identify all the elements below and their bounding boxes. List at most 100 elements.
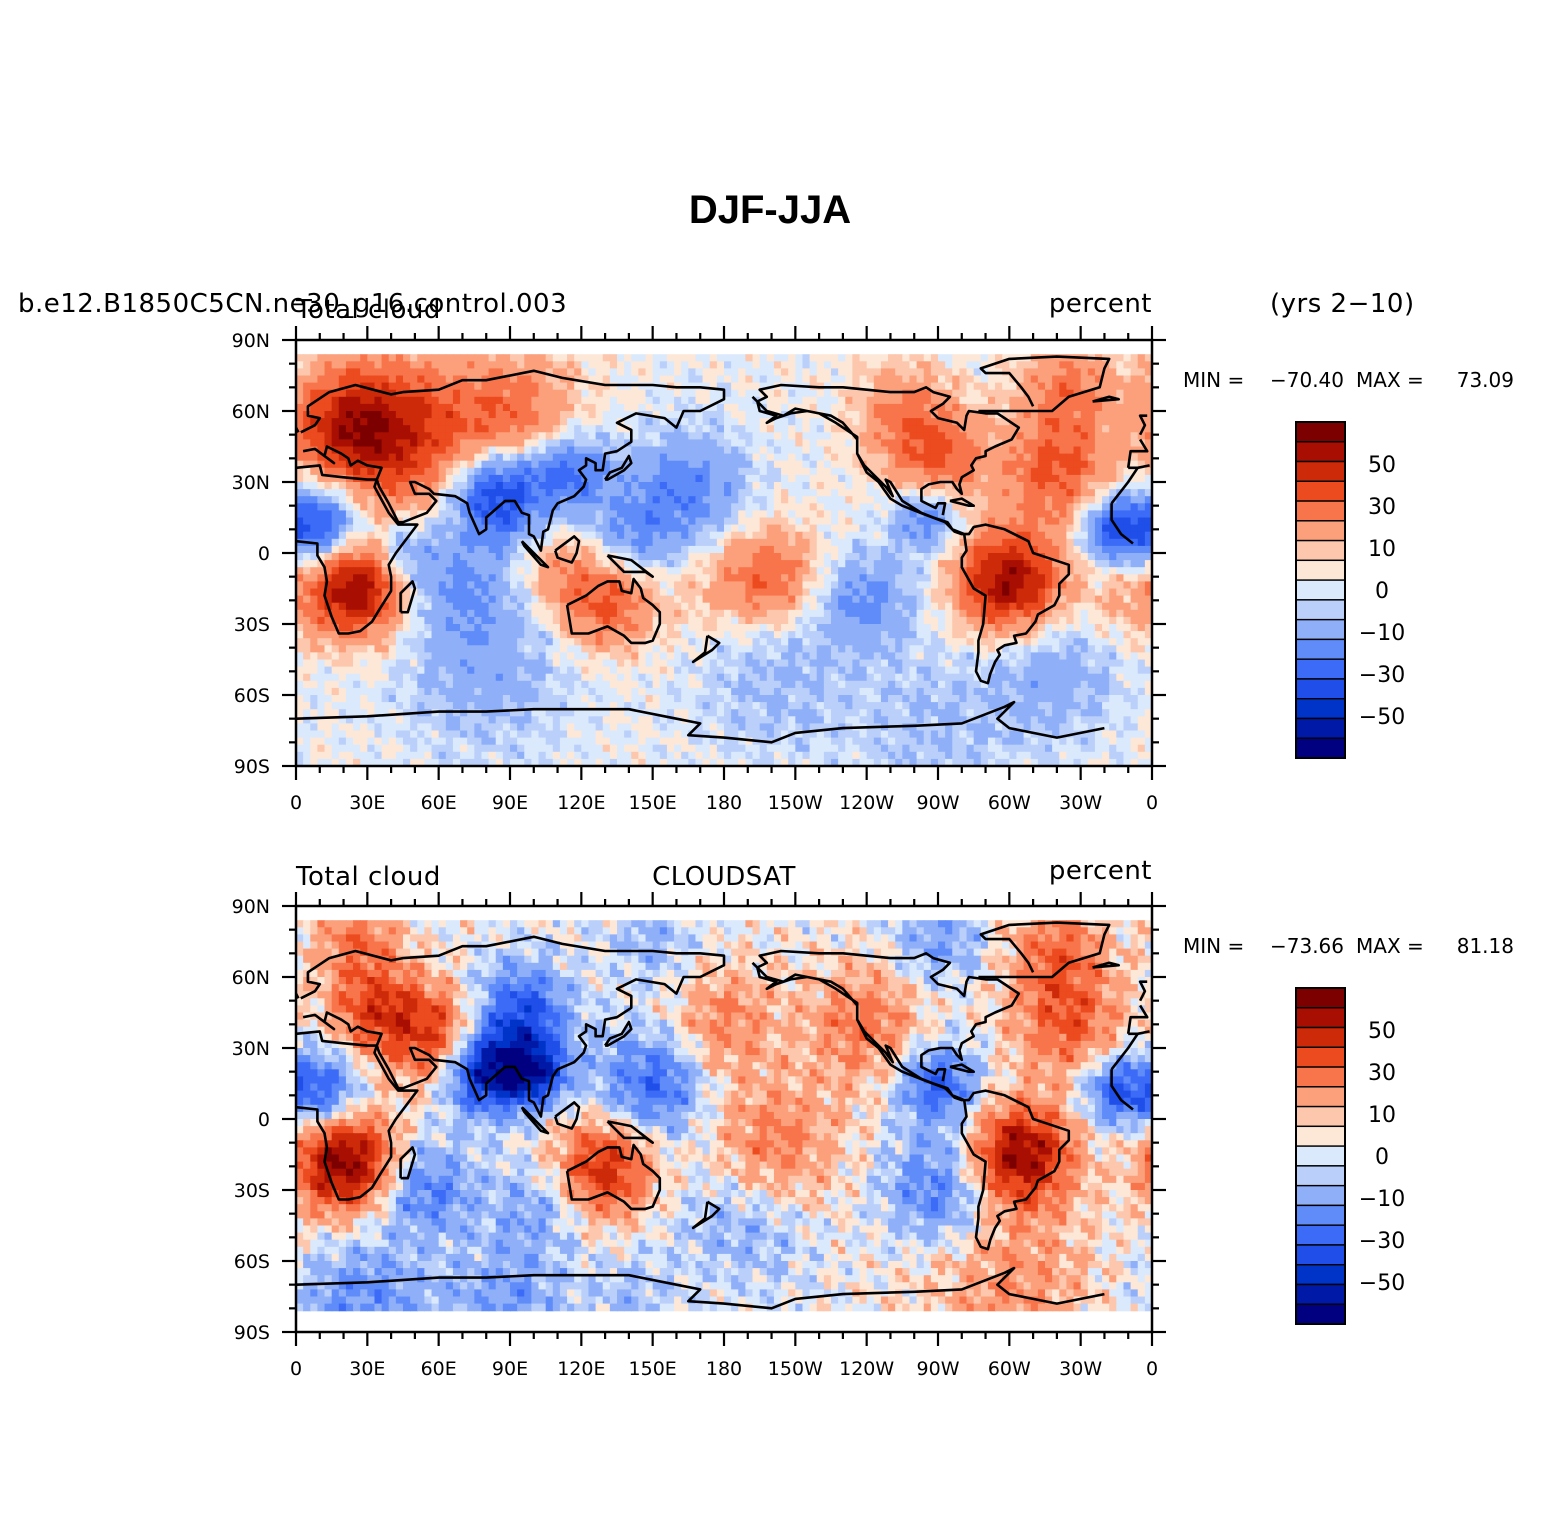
field-cell — [652, 638, 661, 646]
field-cell — [452, 382, 461, 391]
field-cell — [474, 510, 483, 519]
field-cell — [445, 403, 454, 412]
field-cell — [381, 624, 390, 632]
field-cell — [1002, 638, 1010, 646]
field-cell — [581, 382, 590, 391]
field-cell — [1123, 354, 1132, 362]
field-cell — [966, 531, 975, 540]
field-cell — [1002, 616, 1010, 625]
field-cell — [745, 560, 754, 568]
field-cell — [424, 361, 433, 369]
field-cell — [1109, 616, 1117, 625]
field-cell — [338, 382, 347, 391]
field-cell — [403, 595, 411, 604]
field-cell — [716, 389, 725, 398]
field-cell — [360, 567, 368, 575]
field-cell — [303, 496, 311, 504]
field-cell — [502, 361, 511, 369]
field-cell — [595, 389, 604, 398]
field-cell — [510, 574, 518, 582]
field-cell — [788, 560, 796, 568]
field-cell — [552, 538, 561, 547]
field-cell — [916, 439, 925, 448]
field-cell — [816, 474, 825, 483]
field-cell — [424, 595, 433, 604]
field-cell — [895, 496, 903, 504]
field-cell — [1130, 545, 1139, 554]
field-cell — [538, 489, 547, 497]
field-cell — [688, 474, 697, 483]
field-cell — [324, 638, 333, 646]
field-cell — [317, 553, 326, 561]
field-cell — [938, 602, 946, 611]
field-cell — [773, 517, 782, 526]
field-cell — [1137, 482, 1146, 490]
field-cell — [445, 354, 454, 362]
field-cell — [388, 595, 397, 604]
field-cell — [559, 460, 568, 469]
field-cell — [831, 439, 839, 448]
field-cell — [353, 531, 361, 540]
field-cell — [766, 553, 775, 561]
field-cell — [538, 616, 547, 625]
field-cell — [1009, 489, 1018, 497]
field-cell — [838, 460, 846, 469]
field-cell — [374, 524, 383, 533]
field-cell — [296, 361, 304, 369]
field-cell — [609, 545, 618, 554]
field-cell — [367, 446, 376, 455]
field-cell — [381, 560, 390, 568]
field-cell — [1066, 538, 1075, 547]
field-cell — [531, 474, 540, 483]
field-cell — [1130, 354, 1139, 362]
field-cell — [1137, 602, 1146, 611]
field-cell — [331, 588, 340, 597]
field-cell — [338, 609, 347, 618]
field-cell — [545, 595, 554, 604]
field-cell — [773, 418, 782, 426]
field-cell — [659, 375, 668, 384]
field-cell — [973, 382, 982, 391]
field-cell — [888, 396, 896, 405]
field-cell — [360, 354, 368, 362]
field-cell — [1080, 496, 1089, 504]
field-cell — [638, 609, 647, 618]
field-cell — [345, 609, 354, 618]
field-cell — [909, 396, 918, 405]
field-cell — [403, 482, 411, 490]
field-cell — [581, 368, 590, 377]
field-cell — [345, 418, 354, 426]
field-cell — [1102, 418, 1110, 426]
field-cell — [923, 631, 932, 639]
field-cell — [716, 439, 725, 448]
field-cell — [324, 553, 333, 561]
field-cell — [773, 588, 782, 597]
field-cell — [1059, 389, 1067, 398]
field-cell — [880, 439, 889, 448]
field-cell — [916, 375, 925, 384]
field-cell — [916, 403, 925, 412]
field-cell — [538, 602, 547, 611]
field-cell — [467, 638, 475, 646]
field-cell — [724, 368, 732, 377]
field-cell — [488, 616, 497, 625]
field-cell — [773, 638, 782, 646]
field-cell — [1073, 467, 1082, 476]
field-cell — [1116, 595, 1125, 604]
field-cell — [1045, 368, 1053, 377]
field-cell — [1144, 474, 1152, 483]
field-cell — [1116, 432, 1125, 440]
field-cell — [545, 538, 554, 547]
field-cell — [731, 425, 739, 433]
field-cell — [353, 432, 361, 440]
field-cell — [738, 624, 746, 632]
field-cell — [1037, 581, 1046, 590]
field-cell — [1144, 411, 1152, 419]
field-cell — [781, 538, 789, 547]
field-cell — [645, 645, 654, 653]
field-cell — [1066, 432, 1075, 440]
field-cell — [1037, 446, 1046, 455]
field-cell — [460, 560, 468, 568]
field-cell — [524, 531, 532, 540]
